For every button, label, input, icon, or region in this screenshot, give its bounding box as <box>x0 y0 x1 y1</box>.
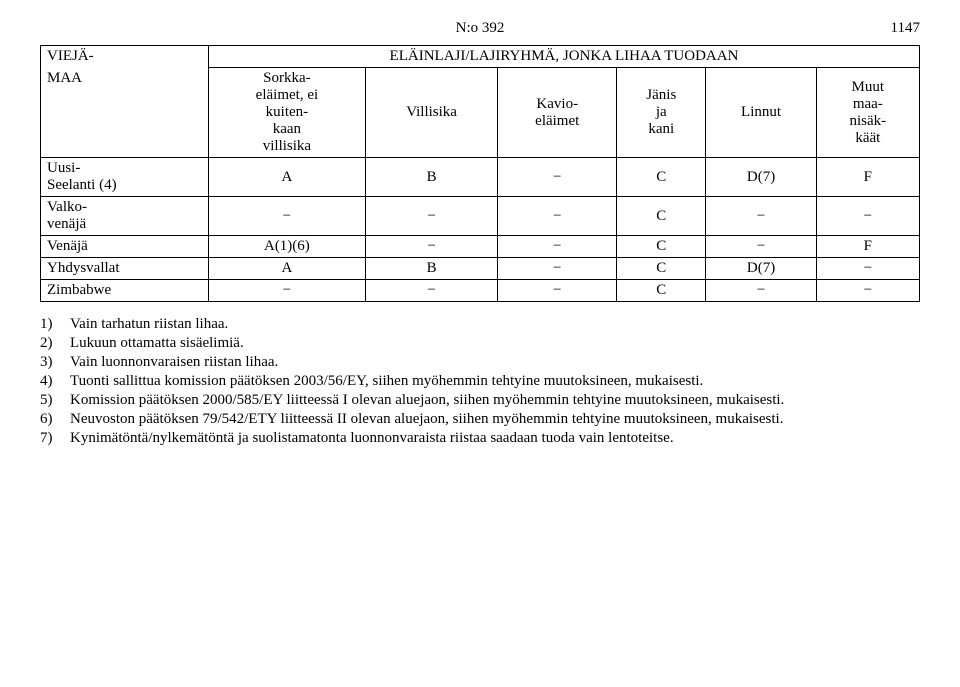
footnote: 6) Neuvoston päätöksen 79/542/ETY liitte… <box>40 411 920 428</box>
footnote-number: 6) <box>40 411 70 428</box>
row-label: Zimbabwe <box>41 280 209 302</box>
main-table: VIEJÄ- ELÄINLAJI/LAJIRYHMÄ, JONKA LIHAA … <box>40 45 920 302</box>
table-row: Zimbabwe − − − C − − <box>41 280 920 302</box>
cell: A(1)(6) <box>208 236 365 258</box>
cell: B <box>365 158 498 197</box>
table-row: Yhdysvallat A B − C D(7) − <box>41 258 920 280</box>
footnote-text: Kynimätöntä/nylkemätöntä ja suolistamato… <box>70 430 920 447</box>
cell: C <box>617 197 706 236</box>
page-number: 1147 <box>627 20 920 37</box>
footnote-number: 2) <box>40 335 70 352</box>
cell: − <box>706 236 816 258</box>
footnote-number: 4) <box>40 373 70 390</box>
cell: F <box>816 236 919 258</box>
column-headers-row: MAA Sorkka-eläimet, eikuiten-kaanvillisi… <box>41 68 920 158</box>
cell: D(7) <box>706 258 816 280</box>
cell: B <box>365 258 498 280</box>
footnote: 2) Lukuun ottamatta sisäelimiä. <box>40 335 920 352</box>
footnote: 7) Kynimätöntä/nylkemätöntä ja suolistam… <box>40 430 920 447</box>
cell: − <box>365 280 498 302</box>
cell: − <box>365 236 498 258</box>
footnote-text: Vain tarhatun riistan lihaa. <box>70 316 920 333</box>
cell: − <box>498 258 617 280</box>
footnotes: 1) Vain tarhatun riistan lihaa. 2) Lukuu… <box>40 316 920 447</box>
cell: C <box>617 236 706 258</box>
cell: − <box>816 280 919 302</box>
cell: D(7) <box>706 158 816 197</box>
super-header: ELÄINLAJI/LAJIRYHMÄ, JONKA LIHAA TUODAAN <box>208 46 919 68</box>
cell: − <box>208 280 365 302</box>
footnote-text: Komission päätöksen 2000/585/EY liittees… <box>70 392 920 409</box>
cell: − <box>208 197 365 236</box>
footnote-number: 1) <box>40 316 70 333</box>
header-left <box>40 20 333 37</box>
cell: − <box>816 258 919 280</box>
row-label: Valko-venäjä <box>41 197 209 236</box>
col-header: Muutmaa-nisäk-käät <box>816 68 919 158</box>
table-row: Uusi-Seelanti (4) A B − C D(7) F <box>41 158 920 197</box>
cell: A <box>208 258 365 280</box>
footnote-text: Tuonti sallittua komission päätöksen 200… <box>70 373 920 390</box>
cell: C <box>617 280 706 302</box>
cell: C <box>617 258 706 280</box>
table-body: Uusi-Seelanti (4) A B − C D(7) F Valko-v… <box>41 158 920 302</box>
cell: − <box>706 197 816 236</box>
corner-header-top: VIEJÄ- <box>41 46 209 68</box>
col-header: Kavio-eläimet <box>498 68 617 158</box>
col-header: Sorkka-eläimet, eikuiten-kaanvillisika <box>208 68 365 158</box>
footnote-number: 5) <box>40 392 70 409</box>
footnote-number: 3) <box>40 354 70 371</box>
footnote-number: 7) <box>40 430 70 447</box>
footnote: 3) Vain luonnonvaraisen riistan lihaa. <box>40 354 920 371</box>
row-label: Uusi-Seelanti (4) <box>41 158 209 197</box>
cell: − <box>498 236 617 258</box>
document-number: N:o 392 <box>333 20 626 37</box>
row-label: Venäjä <box>41 236 209 258</box>
table-row: Venäjä A(1)(6) − − C − F <box>41 236 920 258</box>
col-header: Linnut <box>706 68 816 158</box>
col-header: Villisika <box>365 68 498 158</box>
footnote: 4) Tuonti sallittua komission päätöksen … <box>40 373 920 390</box>
cell: − <box>498 280 617 302</box>
page-header: N:o 392 1147 <box>40 20 920 37</box>
col-header: Jänisjakani <box>617 68 706 158</box>
cell: − <box>816 197 919 236</box>
cell: − <box>498 158 617 197</box>
corner-header-bottom: MAA <box>41 68 209 158</box>
footnote: 5) Komission päätöksen 2000/585/EY liitt… <box>40 392 920 409</box>
footnote-text: Vain luonnonvaraisen riistan lihaa. <box>70 354 920 371</box>
table-row: Valko-venäjä − − − C − − <box>41 197 920 236</box>
footnote: 1) Vain tarhatun riistan lihaa. <box>40 316 920 333</box>
cell: A <box>208 158 365 197</box>
cell: − <box>365 197 498 236</box>
row-label: Yhdysvallat <box>41 258 209 280</box>
cell: F <box>816 158 919 197</box>
cell: − <box>706 280 816 302</box>
footnote-text: Neuvoston päätöksen 79/542/ETY liitteess… <box>70 411 920 428</box>
footnote-text: Lukuun ottamatta sisäelimiä. <box>70 335 920 352</box>
cell: C <box>617 158 706 197</box>
cell: − <box>498 197 617 236</box>
